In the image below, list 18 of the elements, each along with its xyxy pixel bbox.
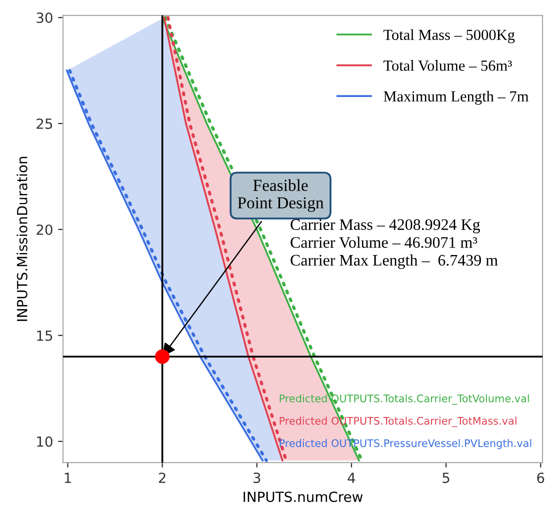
y-axis-title: INPUTS.MissionDuration [16, 156, 28, 321]
legend-label: Total Volume – 56m³ [383, 60, 512, 71]
x-tick-label: 1 [64, 472, 71, 483]
x-axis-title: INPUTS.numCrew [244, 492, 363, 502]
y-tick-label: 15 [37, 330, 52, 341]
x-tick-label: 6 [537, 472, 544, 484]
annotation: Feasible Point Design [238, 179, 324, 212]
legend-label: Maximum Length – 7m [384, 90, 529, 105]
y-tick-label: 20 [36, 224, 52, 235]
x-tick-label: 5 [442, 472, 450, 484]
y-tick-label: 10 [37, 436, 52, 447]
y-tick-label: 30 [36, 12, 52, 24]
legend-label: Total Mass – 5000Kg [383, 29, 515, 44]
x-tick-label: 3 [254, 472, 260, 484]
x-tick-label: 2 [158, 472, 166, 483]
y-tick-label: 25 [36, 118, 52, 129]
x-tick-label: 4 [348, 472, 356, 483]
annotation: Carrier Mass – 4208.9924 Kg Carrier Volume – 46.9071 m³ Carrier Max Length – 6.7439 m [290, 219, 498, 269]
